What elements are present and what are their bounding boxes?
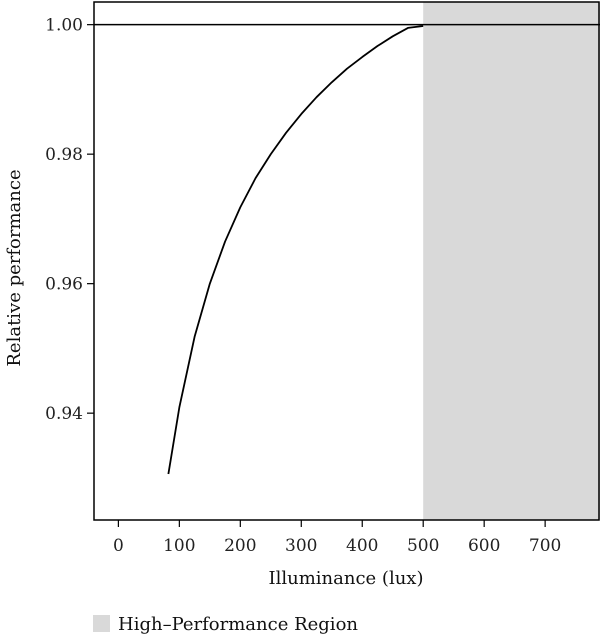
x-tick-label: 700: [529, 536, 561, 556]
plot-area: [94, 2, 600, 520]
x-tick-label: 300: [285, 536, 317, 556]
y-tick-label: 0.96: [45, 275, 83, 295]
y-axis-label: Relative performance: [4, 169, 25, 366]
series-line-0: [167, 25, 424, 475]
y-tick-label: 1.00: [45, 16, 83, 36]
x-tick-label: 600: [468, 536, 500, 556]
axes: 0 100 200 300 400 500 600 700 0.94 0.96 0.98 1.00: [45, 1, 600, 556]
legend: High–Performance Region: [93, 614, 358, 635]
x-tick-label: 200: [224, 536, 256, 556]
y-tick-label: 0.98: [45, 145, 83, 165]
legend-swatch-high-performance: [93, 615, 110, 632]
x-tick-label: 400: [346, 536, 378, 556]
x-axis-label: Illuminance (lux): [269, 568, 424, 589]
x-tick-label: 500: [407, 536, 439, 556]
x-tick-label: 100: [163, 536, 195, 556]
legend-label-high-performance: High–Performance Region: [118, 614, 358, 635]
y-tick-label: 0.94: [45, 404, 83, 424]
shaded-region-high-performance: [423, 2, 600, 520]
x-tick-label: 0: [113, 536, 124, 556]
plot-frame: [93, 1, 600, 521]
